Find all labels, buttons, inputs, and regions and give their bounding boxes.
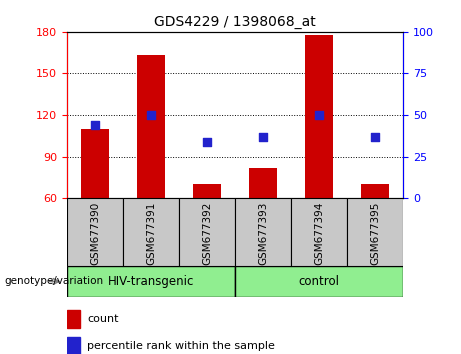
Point [147, 112, 154, 118]
Bar [137, 56, 165, 198]
Bar [67, 337, 80, 354]
Text: GSM677392: GSM677392 [202, 202, 212, 265]
Text: GSM677394: GSM677394 [314, 202, 324, 265]
Text: GSM677395: GSM677395 [370, 202, 380, 265]
Bar [249, 168, 277, 198]
Bar [291, 198, 347, 266]
Text: count: count [87, 314, 118, 324]
Point [372, 134, 379, 139]
Bar [235, 198, 291, 266]
Text: percentile rank within the sample: percentile rank within the sample [87, 341, 275, 351]
Point [315, 112, 323, 118]
Bar [67, 266, 235, 297]
Text: control: control [299, 275, 340, 288]
Bar [361, 184, 390, 198]
Bar [67, 310, 80, 328]
Bar [193, 184, 221, 198]
Text: GSM677391: GSM677391 [146, 202, 156, 265]
Text: HIV-transgenic: HIV-transgenic [108, 275, 194, 288]
Text: GSM677390: GSM677390 [90, 202, 100, 265]
Bar [305, 35, 333, 198]
Point [91, 122, 99, 128]
Text: GSM677393: GSM677393 [258, 202, 268, 265]
Bar [179, 198, 235, 266]
Point [203, 139, 211, 144]
Bar [81, 129, 109, 198]
Text: genotype/variation: genotype/variation [5, 276, 104, 286]
Title: GDS4229 / 1398068_at: GDS4229 / 1398068_at [154, 16, 316, 29]
Bar [123, 198, 179, 266]
Point [260, 134, 267, 139]
Bar [67, 198, 123, 266]
Bar [347, 198, 403, 266]
Bar [235, 266, 403, 297]
